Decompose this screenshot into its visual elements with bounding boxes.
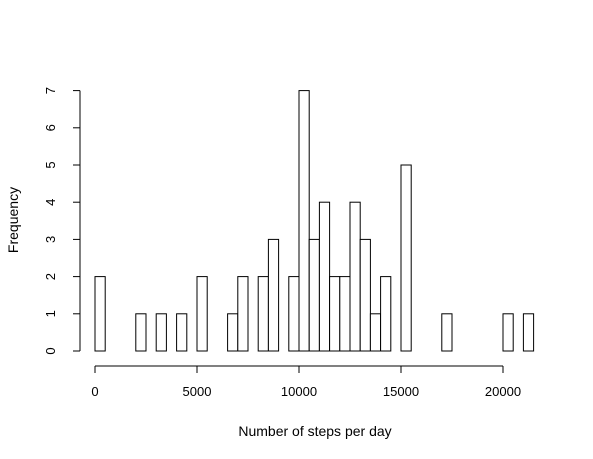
x-tick-label: 5000 (183, 384, 212, 399)
histogram-bar (155, 313, 167, 352)
histogram-bar (502, 313, 514, 352)
histogram-bar (522, 313, 535, 352)
x-tick-label: 20000 (485, 384, 521, 399)
histogram-bar (135, 313, 147, 352)
histogram-bar (349, 201, 361, 352)
x-ticks-group: 0 5000 10000 15000 20000 (91, 366, 521, 399)
y-axis-title: Frequency (5, 187, 21, 253)
y-ticks-group: 0 1 2 3 4 5 6 7 (43, 87, 80, 355)
histogram-bar (237, 276, 249, 352)
histogram-bar (380, 276, 392, 352)
x-tick-label: 10000 (281, 384, 317, 399)
x-tick-label: 0 (91, 384, 98, 399)
x-tick-label: 15000 (383, 384, 419, 399)
histogram-bar (288, 276, 300, 352)
y-tick-label: 3 (43, 236, 58, 243)
histogram-bar (359, 238, 371, 352)
x-axis-title: Number of steps per day (238, 423, 391, 439)
histogram-bar (308, 238, 320, 352)
histogram-bar (318, 201, 331, 352)
histogram-bar (369, 313, 382, 352)
histogram-bar (227, 313, 239, 352)
histogram-bar (94, 276, 106, 352)
histogram-bar (298, 90, 310, 352)
bars-group (94, 90, 535, 352)
histogram-bar (400, 164, 412, 352)
y-tick-label: 5 (43, 161, 58, 168)
y-tick-label: 4 (43, 199, 58, 206)
histogram-bar (257, 276, 269, 352)
histogram-bar (441, 313, 453, 352)
y-tick-label: 1 (43, 310, 58, 317)
y-tick-label: 0 (43, 347, 58, 354)
histogram-bar (339, 276, 351, 352)
y-tick-label: 6 (43, 124, 58, 131)
histogram-bar (267, 238, 280, 352)
histogram-bar (176, 313, 188, 352)
histogram-bar (196, 276, 208, 352)
y-tick-label: 7 (43, 87, 58, 94)
y-tick-label: 2 (43, 273, 58, 280)
histogram-bar (329, 276, 341, 352)
